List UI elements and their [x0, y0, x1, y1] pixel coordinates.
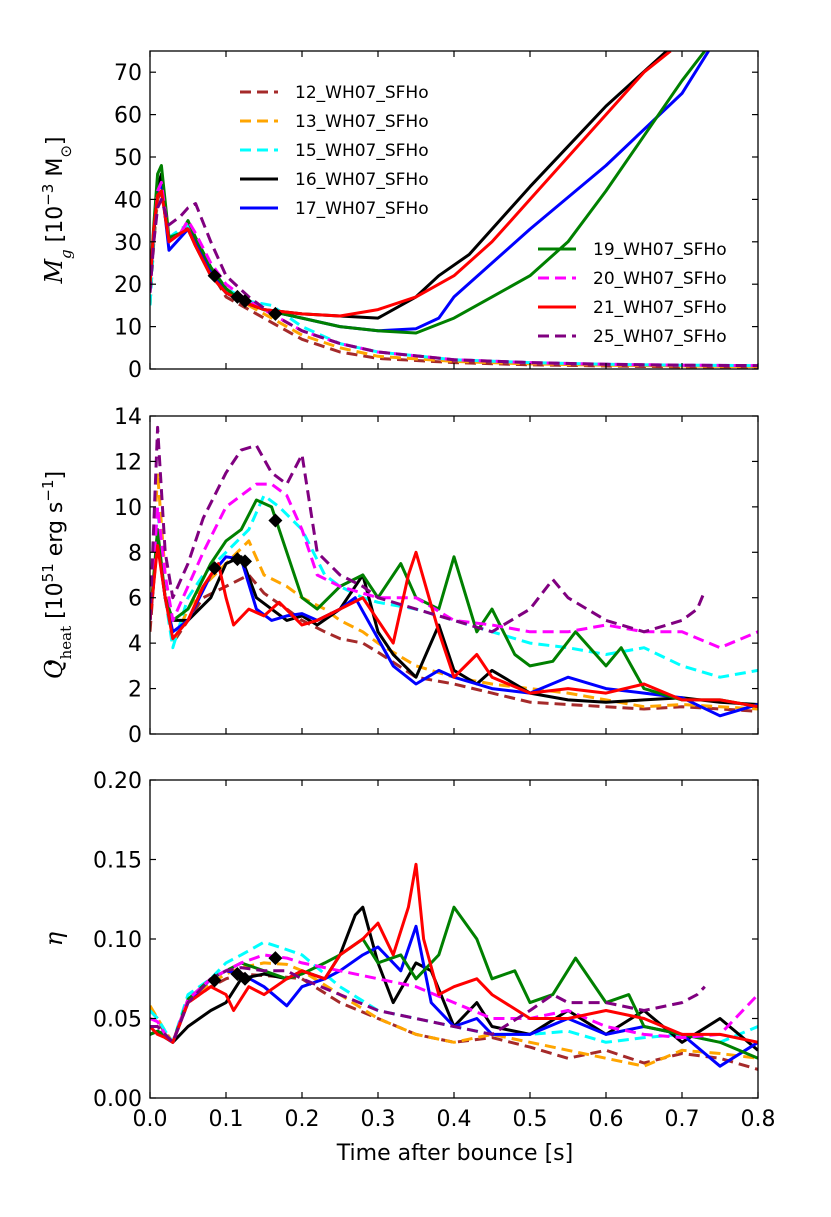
y-tick-label: 40 [114, 188, 142, 213]
series-line-20_WH07_SFHo [150, 482, 758, 650]
diamond-marker [238, 971, 252, 986]
diamond-marker [268, 306, 283, 321]
diamond-marker [238, 554, 252, 569]
y-tick-label: 8 [128, 541, 142, 566]
x-tick-label: 0.4 [437, 1107, 472, 1132]
y-tick-label: 12 [114, 450, 142, 475]
q-dot-accent [48, 661, 52, 665]
plot-frame [149, 779, 759, 1099]
series-group [150, 425, 758, 718]
legend-label: 25_WH07_SFHo [593, 327, 727, 347]
legend-label: 19_WH07_SFHo [593, 240, 727, 260]
series-line-25_WH07_SFHo [150, 197, 758, 368]
y-tick-label: 2 [128, 678, 142, 703]
y-tick-label: 10 [114, 316, 142, 341]
series-line-19_WH07_SFHo [150, 498, 758, 709]
diamond-marker [268, 951, 283, 966]
y-tick-label: 20 [114, 273, 142, 298]
panel-1: 0 10 20 30 40 50 60 70 Mg [10−3 M⊙] [39, 50, 759, 383]
y-tick-label: 0.15 [93, 849, 142, 874]
series-line-13_WH07_SFHo [150, 471, 758, 711]
diamond-marker [207, 268, 222, 283]
series-line-21_WH07_SFHo [150, 51, 672, 318]
y-tick-label: 0.00 [93, 1087, 142, 1112]
series-line-25_WH07_SFHo [150, 966, 706, 1044]
x-tick-label: 0.2 [285, 1107, 320, 1132]
chart-panels: 0 10 20 30 40 50 60 70 Mg [10−3 M⊙] 0 2 4 6 8 10 12 14 Qh… [39, 50, 776, 1132]
y-tick-label: 0.20 [93, 769, 142, 794]
series-group [150, 862, 758, 1071]
y-tick-label: 50 [114, 146, 142, 171]
series-line-15_WH07_SFHo [150, 494, 758, 679]
legend-label: 16_WH07_SFHo [295, 170, 429, 190]
series-line-12_WH07_SFHo [150, 972, 758, 1071]
x-axis-label: Time after bounce [s] [336, 1141, 573, 1166]
legend-label: 13_WH07_SFHo [295, 112, 429, 132]
y-tick-label: 4 [128, 632, 142, 657]
legend-label: 17_WH07_SFHo [295, 199, 429, 219]
plot-frame [149, 50, 759, 370]
y-tick-label: 14 [114, 405, 142, 430]
panel-2: 0 2 4 6 8 10 12 14 Qheat [1051 erg s−1] [39, 405, 759, 748]
y-tick-label: 0.10 [93, 928, 142, 953]
diamond-marker [207, 973, 222, 988]
x-tick-label: 0.8 [741, 1107, 776, 1132]
x-tick-label: 0.7 [665, 1107, 700, 1132]
x-tick-label: 0.0 [133, 1107, 168, 1132]
x-tick-label: 0.5 [513, 1107, 548, 1132]
legend-upper-left: 12_WH07_SFHo 13_WH07_SFHo 15_WH07_SFHo 16_W… [240, 83, 429, 219]
diamond-marker [238, 294, 252, 309]
legend-lower-right: 19_WH07_SFHo 20_WH07_SFHo 21_WH07_SFHo 25_W… [538, 240, 727, 347]
y-tick-label: 0 [128, 723, 142, 748]
panel-3: 0.0 0.1 0.2 0.3 0.4 0.5 0.6 0.7 0.8 0.00 0.05 0.10 0… [40, 769, 776, 1132]
y-axis-label: η [40, 931, 68, 946]
series-line-21_WH07_SFHo [150, 544, 758, 709]
series-line-17_WH07_SFHo [150, 539, 758, 718]
y-tick-label: 70 [114, 61, 142, 86]
series-line-20_WH07_SFHo [150, 953, 758, 1044]
legend-label: 20_WH07_SFHo [593, 269, 727, 289]
y-tick-label: 0.05 [93, 1008, 142, 1033]
series-line-16_WH07_SFHo [150, 539, 758, 706]
legend-label: 21_WH07_SFHo [593, 298, 727, 318]
series-line-25_WH07_SFHo [150, 425, 707, 634]
y-tick-label: 6 [128, 587, 142, 612]
plot-frame [149, 415, 759, 735]
legend-label: 15_WH07_SFHo [295, 141, 429, 161]
y-tick-label: 10 [114, 496, 142, 521]
y-tick-label: 30 [114, 231, 142, 256]
series-line-16_WH07_SFHo [150, 905, 758, 1052]
y-tick-label: 60 [114, 104, 142, 129]
x-tick-label: 0.3 [361, 1107, 396, 1132]
y-tick-label: 0 [128, 358, 142, 383]
series-line-21_WH07_SFHo [150, 862, 758, 1044]
diamond-marker [207, 561, 222, 576]
y-axis-label: Qheat [1051 erg s−1] [39, 471, 75, 679]
y-axis-label: Mg [10−3 M⊙] [39, 136, 75, 284]
diamond-marker [268, 513, 283, 528]
x-tick-label: 0.1 [209, 1107, 244, 1132]
legend-label: 12_WH07_SFHo [295, 83, 429, 103]
x-tick-label: 0.6 [589, 1107, 624, 1132]
